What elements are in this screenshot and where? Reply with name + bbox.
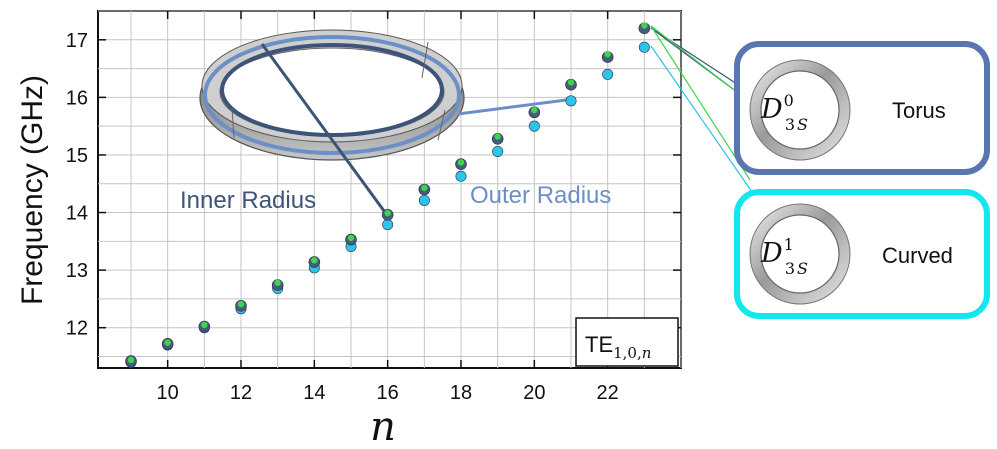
- y-tick-label: 12: [66, 318, 88, 340]
- connector-green-2: [650, 25, 738, 93]
- legend-torus-ring-inner: [760, 70, 840, 150]
- data-point: [641, 22, 648, 29]
- torus-outer-edge: [203, 35, 461, 155]
- torus-illustration: [199, 29, 465, 161]
- legend-torus-symbol: D0 3 S: [760, 91, 808, 134]
- data-point: [418, 194, 430, 206]
- y-tick-label: 16: [66, 87, 88, 109]
- legend-connectors: [650, 25, 753, 193]
- data-points: [125, 22, 651, 368]
- legend-curved-symbol-letter: D: [760, 238, 783, 269]
- mode-label-sub: 1,0,: [613, 344, 642, 362]
- legend-curved-symbol: D1 3 S: [760, 235, 808, 278]
- legend-torus-label: Torus: [892, 98, 946, 123]
- legend-torus-symbol-subnum: 3: [785, 115, 795, 134]
- data-point: [455, 170, 467, 182]
- data-point: [384, 209, 391, 217]
- data-point: [567, 79, 575, 86]
- legend-torus-symbol-subvar: S: [797, 115, 808, 134]
- mode-label-main: TE: [585, 332, 613, 357]
- data-point: [604, 50, 611, 58]
- mode-label-box: TE1,0,n: [575, 317, 679, 367]
- data-point: [127, 356, 135, 364]
- data-point: [201, 321, 208, 329]
- x-tick-label: 20: [523, 382, 545, 404]
- legend-torus-symbol-sup: 0: [784, 91, 794, 110]
- data-point: [421, 184, 428, 191]
- data-point: [237, 300, 245, 308]
- torus-seam: [231, 107, 235, 139]
- data-point: [311, 257, 318, 264]
- data-point: [164, 339, 171, 346]
- legend-curved-ring-inner: [760, 214, 840, 294]
- mode-label-frame: [575, 317, 679, 367]
- y-tick-label: 13: [66, 260, 88, 282]
- data-point: [528, 120, 540, 132]
- x-tick-label: 12: [230, 382, 252, 404]
- data-point: [565, 95, 577, 107]
- data-point: [494, 133, 501, 140]
- data-point: [602, 68, 614, 80]
- torus-inner-wall: [220, 43, 444, 137]
- outer-radius-leader: [457, 97, 575, 116]
- x-axis-label: n: [370, 404, 396, 449]
- data-point: [531, 106, 538, 114]
- legend-curved: D1 3 S Curved: [734, 189, 990, 319]
- connector-cyan: [650, 45, 753, 193]
- y-tick-label: 17: [66, 30, 88, 52]
- data-point: [457, 159, 465, 166]
- y-axis-label: Frequency (GHz): [16, 75, 49, 305]
- torus-seam: [421, 41, 429, 79]
- mode-label: TE1,0,n: [585, 332, 651, 362]
- x-tick-label: 22: [597, 382, 619, 404]
- inner-radius-leader: [260, 43, 389, 216]
- outer-radius-label: Outer Radius: [470, 182, 611, 209]
- x-tick-label: 16: [377, 382, 399, 404]
- data-point: [382, 219, 394, 231]
- data-point: [274, 279, 281, 286]
- x-tick-label: 10: [157, 382, 179, 404]
- y-tick-label: 15: [66, 145, 88, 167]
- x-tick-label: 14: [303, 382, 325, 404]
- x-tick-label: 18: [450, 382, 472, 404]
- data-point: [492, 145, 504, 157]
- data-point: [638, 41, 650, 53]
- y-tick-label: 14: [66, 203, 88, 225]
- inner-radius-label: Inner Radius: [180, 187, 316, 214]
- mode-label-sub-var: n: [642, 344, 652, 362]
- legend-curved-label: Curved: [882, 243, 953, 268]
- legend-torus: D0 3 S Torus: [734, 41, 990, 175]
- legend-torus-symbol-letter: D: [760, 94, 783, 125]
- legend-curved-symbol-sup: 1: [784, 235, 794, 254]
- tick-labels: 10 12 14 16 18 20 22 12 13 14 15 16 17: [66, 30, 619, 404]
- legend-curved-symbol-subnum: 3: [785, 259, 795, 278]
- legend-curved-symbol-subvar: S: [797, 259, 808, 278]
- torus-seam: [437, 109, 446, 141]
- connector-green-1: [650, 25, 751, 181]
- data-point: [347, 234, 355, 242]
- axis-ticks: [98, 11, 681, 368]
